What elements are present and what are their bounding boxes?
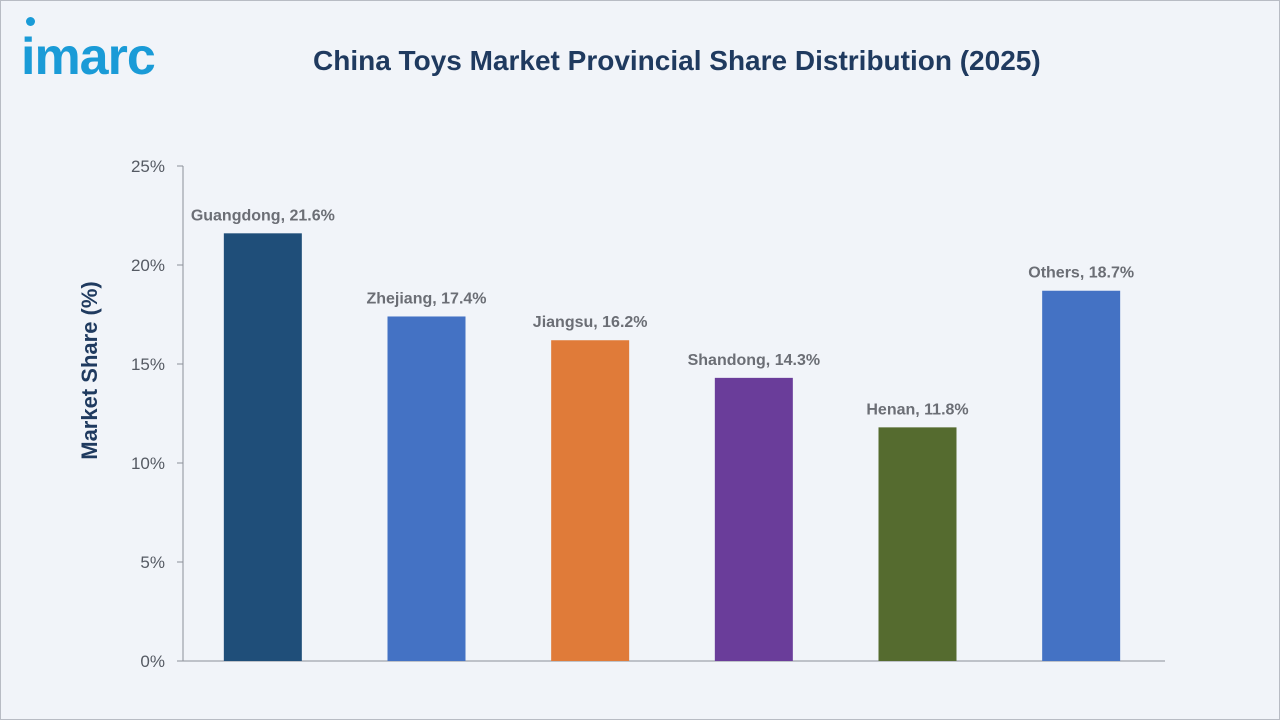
- chart-title: China Toys Market Provincial Share Distr…: [313, 45, 1041, 76]
- y-axis-title: Market Share (%): [77, 281, 102, 460]
- bar-henan: [878, 427, 957, 661]
- imarc-logo: imarc: [21, 28, 156, 86]
- y-tick-label: 0%: [140, 652, 165, 671]
- bar-shandong: [714, 377, 793, 661]
- data-label: Others, 18.7%: [1028, 265, 1134, 282]
- data-label: Zhejiang, 17.4%: [366, 290, 486, 307]
- data-label: Guangdong, 21.6%: [191, 207, 335, 224]
- data-labels: Guangdong, 21.6% Zhejiang, 17.4% Jiangsu, …: [191, 207, 1134, 418]
- bar-zhejiang: [387, 316, 466, 661]
- data-label: Jiangsu, 16.2%: [533, 314, 648, 331]
- y-tick-label: 15%: [131, 355, 165, 374]
- y-axis: 0% 5% 10% 15% 20% 25%: [131, 157, 1165, 671]
- y-tick-label: 25%: [131, 157, 165, 176]
- y-tick-label: 10%: [131, 454, 165, 473]
- y-tick-label: 20%: [131, 256, 165, 275]
- data-label: Shandong, 14.3%: [688, 352, 820, 369]
- bar-others: [1042, 290, 1121, 661]
- data-label: Henan, 11.8%: [866, 401, 968, 418]
- bars: [223, 233, 1121, 661]
- logo-dot: [26, 17, 35, 26]
- y-tick-label: 5%: [140, 553, 165, 572]
- bar-guangdong: [223, 233, 302, 661]
- bar-jiangsu: [551, 340, 630, 661]
